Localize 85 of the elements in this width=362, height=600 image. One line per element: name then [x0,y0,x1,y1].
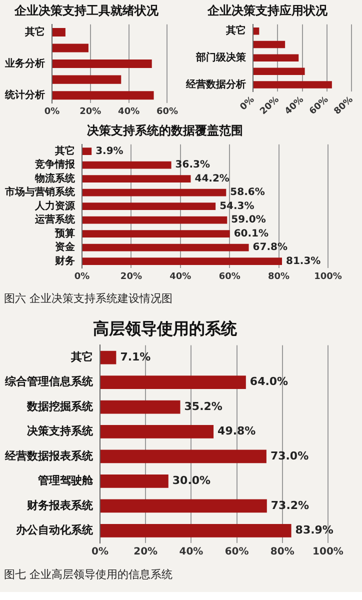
y-tick-label: 经营数据报表系统 [4,449,94,462]
text: 图六 企业决策支持系统建设情况图 [3,291,174,307]
x-tick-label: 0% [238,94,257,113]
bar [82,230,230,238]
bar [100,425,214,438]
y-tick-label: 市场与营销系统 [4,186,76,198]
x-tick-label: 0% [74,272,90,282]
bar [52,28,66,37]
bar [52,75,122,84]
data-label: 54.3% [220,200,254,212]
bar [82,175,191,183]
bar [100,350,116,364]
y-tick-label: 决策支持系统 [27,424,94,438]
x-tick-label: 80% [268,272,290,282]
y-tick-label: 其它 [70,350,93,364]
y-tick-label: 综合管理信息系统 [4,375,94,388]
data-label: 36.3% [175,160,210,171]
bar [82,258,282,266]
chart-title: 企业决策支持工具就绪状况 [14,3,160,18]
data-label: 64.0% [250,375,288,388]
data-label: 49.8% [218,424,256,438]
data-label: 58.6% [230,187,265,198]
x-tick-label: 100% [314,272,342,282]
x-tick-label: 0% [92,546,108,558]
data-label: 60.1% [234,228,269,240]
x-tick-label: 20% [80,106,102,117]
x-tick-label: 60% [156,106,178,117]
y-tick-label: 竞争情报 [34,158,76,171]
y-tick-label: 统计分析 [4,88,45,101]
y-tick-label: 其它 [225,24,246,37]
bar [52,91,154,100]
chart-title: 企业决策支持应用状况 [206,3,328,18]
data-label: 73.0% [270,449,309,462]
y-tick-label: 数据挖掘系统 [26,400,94,413]
y-tick-label: 经营数据分析 [185,78,246,90]
x-tick-label: 80% [270,546,294,558]
x-tick-label: 20% [120,272,142,282]
bar [100,376,246,389]
x-tick-label: 60% [224,546,249,558]
y-tick-label: 资金 [55,241,76,254]
data-label: 81.3% [286,256,321,267]
y-tick-label: 人力资源 [34,200,76,212]
data-label: 7.1% [120,350,151,364]
y-tick-label: 其它 [24,26,45,38]
data-label: 44.2% [194,173,230,184]
y-tick-label: 业务分析 [4,57,45,70]
chart-title: 决策支持系统的数据覆盖范围 [87,123,243,138]
bar [52,44,88,52]
x-tick-label: 100% [312,546,344,558]
y-tick-label: 运营系统 [34,214,76,226]
y-tick-label: 办公自动化系统 [15,523,94,536]
data-label: 30.0% [172,474,211,488]
data-label: 3.9% [96,146,124,157]
y-tick-label: 财务报表系统 [26,498,94,512]
data-label: 67.8% [252,242,288,254]
y-tick-label: 部门级决策 [195,52,247,64]
text: 图七 企业高层领导使用的信息系统 [3,567,174,583]
y-tick-label: 物流系统 [34,172,76,184]
data-label: 83.9% [295,523,334,536]
bar [82,148,92,155]
x-tick-label: 40% [170,272,192,282]
x-tick-label: 20% [134,546,158,558]
data-label: 35.2% [184,400,222,413]
bar [100,499,267,513]
bar [82,244,249,252]
y-tick-label: 管理驾驶舱 [37,474,94,488]
bar [100,400,180,414]
bar [82,161,172,169]
y-tick-label: 财务 [54,254,75,267]
x-tick-label: 0% [44,106,60,117]
x-tick-label: 60% [218,272,240,282]
bar [82,188,226,196]
data-label: 59.0% [231,214,266,226]
x-tick-label: 40% [118,106,140,117]
y-tick-label: 其它 [54,144,75,157]
data-label: 73.2% [270,498,310,512]
x-tick-label: 40% [179,546,204,558]
chart-title: 高层领导使用的系统 [93,318,238,338]
bar [82,202,216,210]
y-tick-label: 预算 [54,227,75,240]
bar [100,524,292,538]
bar [52,60,152,68]
bar [100,450,266,464]
bar [100,474,168,488]
bar [82,216,228,224]
